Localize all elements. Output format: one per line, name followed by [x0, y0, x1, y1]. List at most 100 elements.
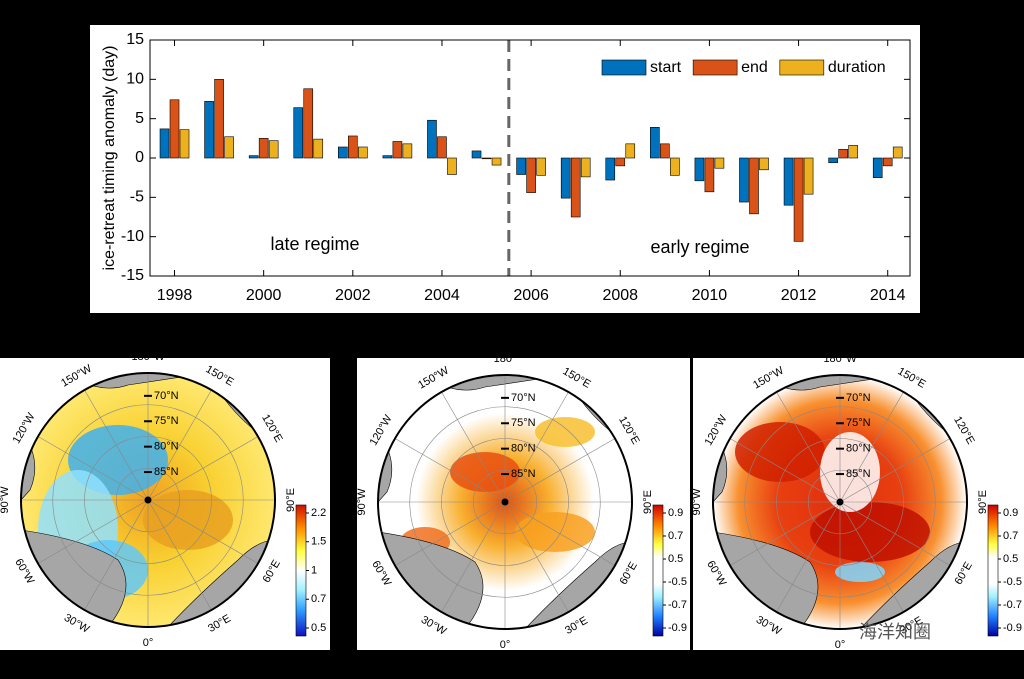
- bar: [293, 107, 304, 159]
- field-patch: [835, 562, 885, 582]
- colorbar-label: 0.7: [311, 593, 326, 605]
- graticule: [147, 389, 212, 501]
- bar: [481, 157, 492, 160]
- bar: [382, 155, 393, 159]
- longitude-label: 0°: [835, 639, 846, 651]
- polar-map: [378, 375, 632, 629]
- graticule: [776, 501, 841, 613]
- x-tick-label: 2012: [781, 287, 817, 304]
- y-axis-label: ice-retreat timing anomaly (day): [101, 46, 118, 271]
- field-patch: [810, 502, 930, 562]
- bar: [704, 157, 715, 193]
- colorbar: [295, 504, 307, 637]
- bar: [348, 135, 358, 159]
- bar: [214, 79, 224, 159]
- y-tick-label: 15: [126, 31, 144, 48]
- bar: [882, 157, 893, 167]
- y-tick-label: -10: [121, 228, 144, 245]
- legend-label: start: [650, 59, 682, 76]
- graticule: [504, 391, 569, 503]
- bar: [803, 157, 814, 195]
- bar: [268, 140, 279, 159]
- bar: [793, 157, 804, 242]
- latitude-label: 80°N: [511, 443, 536, 455]
- longitude-label: 0°: [143, 637, 154, 649]
- bar: [258, 138, 269, 159]
- bar: [892, 146, 903, 159]
- graticule: [37, 436, 149, 501]
- longitude-label: 0°: [500, 639, 511, 651]
- x-tick-label: 2010: [692, 287, 728, 304]
- bar: [159, 128, 170, 159]
- bar: [828, 157, 838, 164]
- colorbar-label: -0.9: [1003, 622, 1022, 634]
- graticule: [776, 391, 841, 503]
- colorbar-label: 1.5: [311, 536, 326, 548]
- longitude-label: 90°E: [977, 490, 989, 514]
- bar: [838, 149, 848, 159]
- bar: [338, 146, 348, 159]
- bar: [739, 157, 749, 203]
- legend-swatch: [601, 59, 647, 76]
- bar: [491, 157, 502, 166]
- bar: [650, 127, 660, 159]
- graticule: [147, 499, 212, 611]
- bar: [179, 129, 190, 159]
- x-tick-label: 2006: [513, 287, 549, 304]
- maps: 0°30°E60°E90°E120°E150°E180°W150°W120°W9…: [0, 351, 1022, 651]
- colorbar-label: 0.7: [668, 530, 683, 542]
- bar: [402, 143, 413, 159]
- bar: [447, 157, 457, 175]
- bar: [471, 150, 482, 159]
- bar: [516, 157, 526, 175]
- colorbar-label: -0.5: [1003, 576, 1022, 588]
- graticule: [504, 501, 569, 613]
- graticule: [37, 499, 149, 564]
- bar: [759, 157, 769, 171]
- bar: [313, 138, 324, 159]
- x-tick-label: 2008: [602, 287, 638, 304]
- pole: [836, 498, 844, 506]
- map-border: [712, 374, 968, 630]
- graticule: [441, 501, 506, 613]
- map-border: [377, 374, 633, 630]
- y-tick-label: -15: [121, 267, 144, 284]
- longitude-label: 90°W: [356, 488, 368, 516]
- bar: [303, 88, 314, 159]
- bar: [670, 157, 680, 176]
- longitude-label: 90°W: [0, 486, 11, 514]
- legend-swatch: [779, 59, 825, 76]
- bar: [615, 157, 626, 167]
- bar: [526, 157, 536, 193]
- x-tick-label: 2014: [870, 287, 906, 304]
- colorbar-label: 0.7: [1003, 530, 1018, 542]
- longitude-label: 90°E: [642, 490, 654, 514]
- bar: [625, 143, 636, 159]
- y-tick-label: -5: [130, 189, 144, 206]
- bar: [437, 136, 447, 159]
- colorbar-label: -0.9: [668, 622, 687, 634]
- graticule: [394, 438, 506, 503]
- x-tick-label: 1998: [157, 287, 193, 304]
- bar: [224, 136, 234, 159]
- colorbar-label: -0.5: [668, 576, 687, 588]
- longitude-label: 90°E: [285, 488, 297, 512]
- legend-label: end: [741, 59, 768, 76]
- colorbar-label: 2.2: [311, 507, 326, 519]
- graticule: [839, 501, 904, 613]
- pole: [144, 496, 152, 504]
- annotation: late regime: [270, 234, 359, 254]
- latitude-label: 70°N: [846, 392, 871, 404]
- latitude-label: 75°N: [154, 415, 179, 427]
- graticule: [729, 438, 841, 503]
- colorbar: [987, 504, 999, 637]
- watermark: 海洋知圈: [859, 622, 931, 642]
- legend-swatch: [692, 59, 738, 76]
- bar: [660, 143, 670, 159]
- latitude-label: 70°N: [511, 392, 536, 404]
- bar: [749, 157, 759, 215]
- bar: [392, 141, 403, 159]
- longitude-label: 90°W: [691, 488, 703, 516]
- colorbar-label: 0.9: [668, 507, 683, 519]
